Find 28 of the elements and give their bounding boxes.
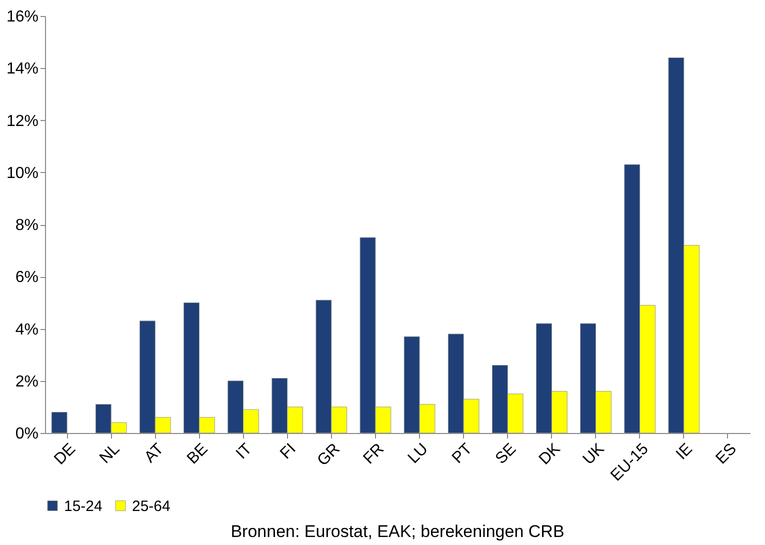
x-tick-label: FI	[277, 440, 300, 463]
y-tick-label: 4%	[15, 321, 38, 338]
legend-label: 25-64	[132, 498, 170, 515]
x-tick-label: IT	[233, 440, 256, 463]
x-tick-label: GR	[314, 440, 344, 470]
legend-label: 15-24	[64, 498, 102, 515]
x-tick-label: SE	[492, 440, 520, 468]
y-tick-label: 16%	[6, 8, 38, 26]
x-tick-label: ES	[712, 440, 740, 468]
text: Bronnen: Eurostat, EAK; berekeningen CRB	[230, 522, 564, 541]
x-tick-label: NL	[96, 440, 124, 467]
x-tick-label: FR	[360, 440, 388, 468]
y-tick-label: 14%	[6, 60, 38, 78]
y-tick-label: 0%	[15, 426, 38, 442]
x-tick-label: PT	[449, 440, 476, 467]
x-tick-label: UK	[580, 440, 608, 468]
x-tick-label: DK	[536, 440, 564, 468]
x-tick-label: IE	[673, 440, 696, 464]
y-tick-label: 8%	[15, 217, 38, 234]
x-tick-label: LU	[405, 440, 432, 467]
x-tick-label: DE	[51, 440, 80, 468]
x-tick-label: AT	[142, 440, 168, 466]
bar	[51, 412, 68, 434]
y-tick-label: 2%	[15, 373, 38, 390]
x-tick-label: BE	[184, 440, 212, 468]
y-tick-label: 10%	[6, 164, 38, 182]
y-tick-label: 12%	[6, 112, 38, 130]
y-tick-label: 6%	[15, 269, 38, 286]
